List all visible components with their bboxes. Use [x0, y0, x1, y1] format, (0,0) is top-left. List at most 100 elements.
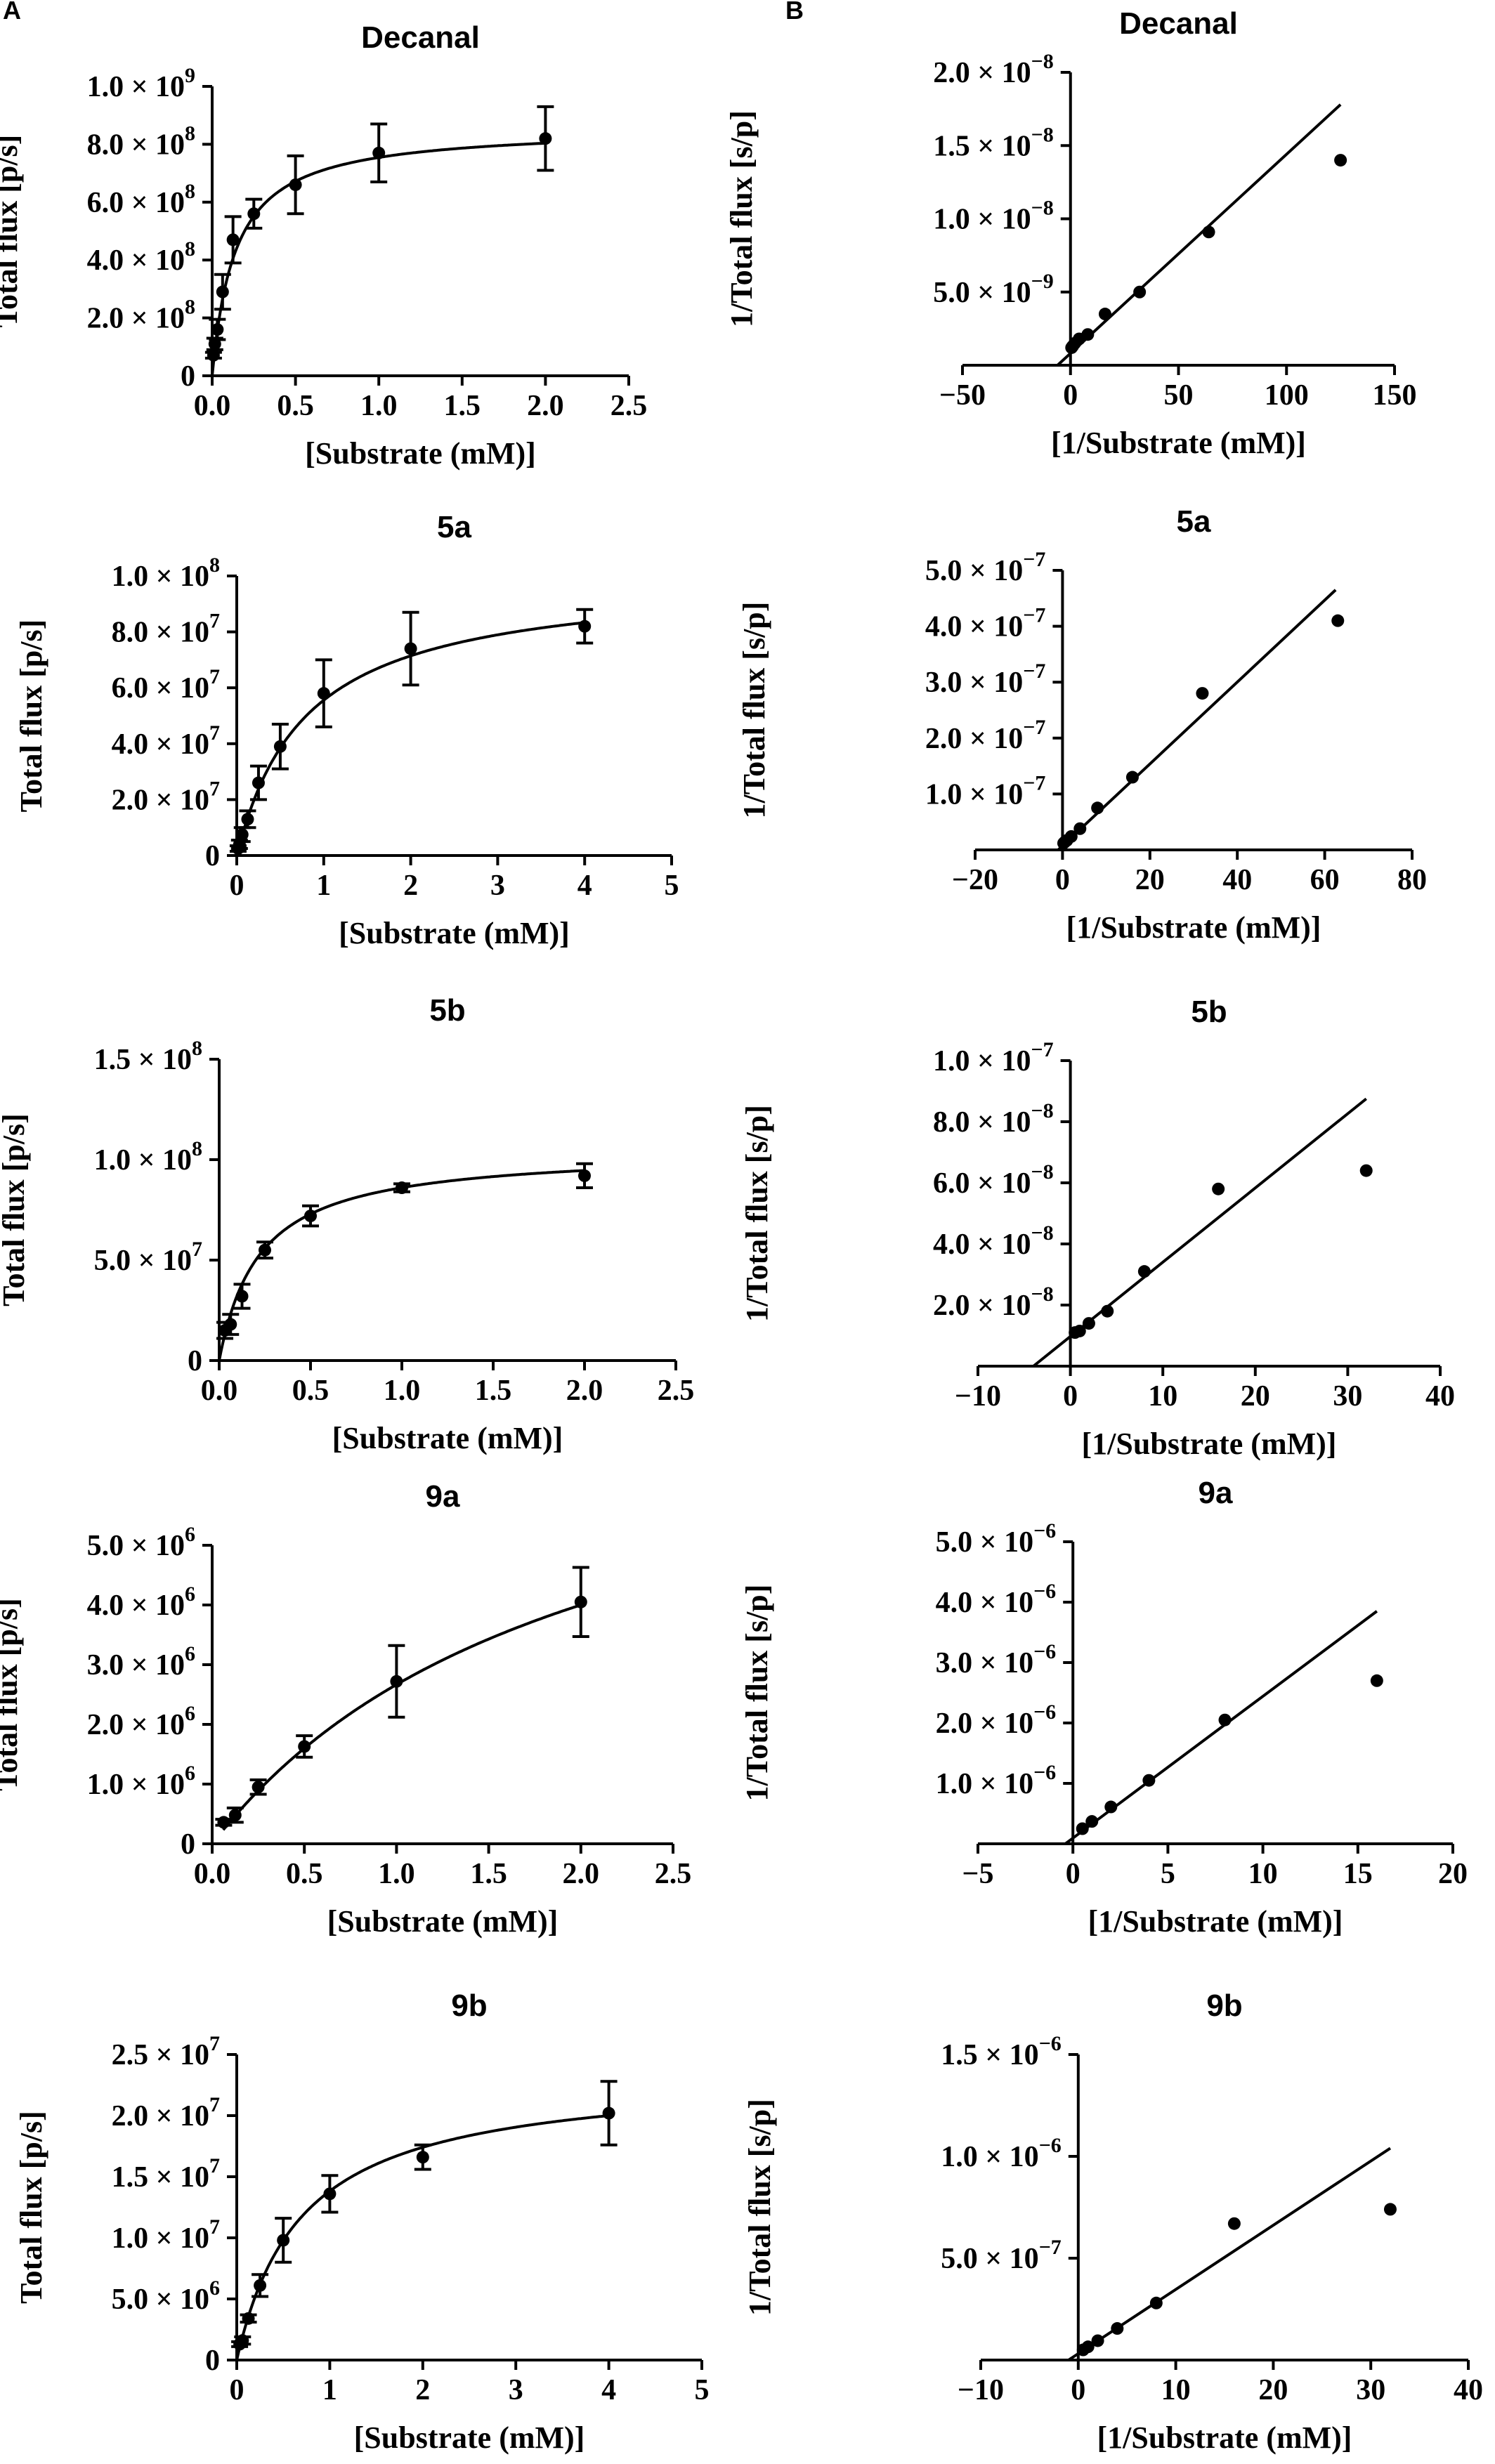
y-tick-mantissa: 3.0 × 10 [925, 667, 1023, 699]
data-point [241, 813, 254, 826]
y-tick-label: 8.0 × 108 [87, 122, 195, 161]
data-point [1149, 2296, 1163, 2309]
y-tick-exponent: 9 [185, 64, 195, 87]
y-tick-label: 2.0 × 106 [87, 1702, 195, 1741]
x-tick-label: 1 [316, 870, 331, 902]
data-point [323, 2187, 337, 2201]
y-tick-mantissa: 1.0 × 10 [87, 71, 185, 103]
x-tick-label: 0.0 [194, 390, 231, 422]
x-tick-label: 2.5 [658, 1375, 695, 1407]
x-tick-label: 15 [1343, 1858, 1373, 1890]
y-tick-mantissa: 6.0 × 10 [87, 187, 185, 219]
y-tick-exponent: −6 [1033, 1700, 1056, 1724]
y-tick-label: 1.0 × 108 [94, 1137, 202, 1177]
data-point [574, 1595, 587, 1608]
regression-line [1064, 1610, 1378, 1845]
x-tick-label: 40 [1425, 1380, 1455, 1413]
data-point [1091, 801, 1104, 815]
x-axis-label: [1/Substrate (mM)] [1051, 426, 1306, 460]
data-point [372, 146, 386, 159]
x-tick-label: 1.0 [384, 1375, 421, 1407]
data-point [317, 687, 330, 700]
y-tick-exponent: 7 [209, 610, 220, 633]
y-tick-mantissa: 5.0 × 10 [94, 1245, 192, 1277]
y-axis-label: 1/Total flux [s/p] [743, 2099, 777, 2316]
y-tick-label: 0 [205, 2345, 220, 2377]
y-tick-exponent: 7 [209, 2154, 220, 2177]
y-tick-exponent: −7 [1023, 604, 1045, 627]
data-point [1098, 308, 1111, 321]
x-tick-label: 2.5 [611, 390, 648, 422]
y-tick-exponent: −7 [1039, 2236, 1062, 2259]
y-tick-label: 6.0 × 108 [87, 180, 195, 219]
y-tick-exponent: −7 [1023, 771, 1045, 794]
y-tick-label: 5.0 × 10−7 [941, 2236, 1062, 2275]
data-point [273, 740, 287, 753]
y-tick-label: 4.0 × 106 [87, 1582, 195, 1622]
y-tick-mantissa: 1.0 × 10 [933, 204, 1031, 236]
y-tick-label: 1.0 × 109 [87, 64, 195, 103]
y-tick-label: 3.0 × 10−7 [925, 660, 1046, 699]
x-tick-label: 2.0 [527, 390, 564, 422]
y-tick-mantissa: 2.0 × 10 [87, 303, 185, 335]
y-axis-label: 1/Total flux [s/p] [740, 1585, 774, 1802]
y-tick-label: 1.5 × 10−8 [933, 123, 1054, 162]
x-tick-label: 1.5 [444, 390, 481, 422]
data-point [416, 2151, 429, 2164]
x-tick-label: 3 [490, 870, 505, 902]
y-axis-label: Total flux [p/s] [14, 620, 48, 813]
data-point [390, 1675, 403, 1688]
x-tick-label: 0.0 [194, 1858, 231, 1890]
y-tick-mantissa: 1.0 × 10 [925, 778, 1023, 811]
y-tick-label: 1.5 × 107 [112, 2154, 220, 2194]
x-tick-label: 150 [1373, 379, 1417, 412]
x-tick-label: 60 [1310, 864, 1340, 896]
x-tick-label: 80 [1397, 864, 1427, 896]
y-tick-label: 5.0 × 106 [87, 1523, 195, 1562]
y-tick-label: 8.0 × 10−8 [933, 1099, 1054, 1139]
y-tick-mantissa: 4.0 × 10 [936, 1587, 1033, 1619]
x-axis-label: [1/Substrate (mM)] [1066, 910, 1321, 945]
y-tick-exponent: 6 [185, 1582, 195, 1606]
data-point [224, 1318, 237, 1331]
data-point [1104, 1800, 1118, 1814]
y-tick-label: 5.0 × 106 [112, 2276, 220, 2316]
data-point [1142, 1774, 1156, 1787]
y-tick-mantissa: 1.0 × 10 [87, 1769, 185, 1801]
y-tick-mantissa: 1.0 × 10 [112, 2222, 209, 2255]
data-point [228, 1809, 242, 1822]
y-tick-label: 5.0 × 107 [94, 1238, 202, 1277]
data-point [289, 178, 302, 192]
y-tick-exponent: −9 [1031, 270, 1054, 293]
y-tick-exponent: 8 [185, 237, 195, 261]
data-point [1133, 285, 1147, 299]
chart-B4: 9a−5 0 5 10 15 201.0 × 10−62.0 × 10−63.0 × 10… [740, 1476, 1468, 1939]
data-point [1202, 225, 1215, 239]
data-point [1085, 1815, 1099, 1828]
data-point [1334, 154, 1347, 167]
chart-title: Decanal [361, 20, 480, 55]
chart-B5: 9b−10 0 10 20 30 405.0 × 10−71.0 × 10−61.5 × … [743, 1988, 1483, 2455]
data-point [1331, 614, 1345, 627]
y-tick-mantissa: 2.0 × 10 [112, 784, 209, 816]
y-tick-label: 5.0 × 10−6 [936, 1519, 1057, 1559]
y-tick-mantissa: 8.0 × 10 [112, 617, 209, 649]
y-tick-label: 6.0 × 107 [112, 665, 220, 705]
y-tick-exponent: −7 [1023, 660, 1045, 683]
y-tick-mantissa: 0 [188, 1345, 202, 1377]
x-axis-label: [Substrate (mM)] [305, 436, 536, 471]
data-point [1076, 1822, 1089, 1835]
x-tick-label: 40 [1454, 2374, 1483, 2406]
y-tick-mantissa: 1.5 × 10 [112, 2161, 209, 2194]
x-tick-label: 0.5 [292, 1375, 329, 1407]
data-point [578, 1169, 591, 1182]
x-tick-label: 0.0 [201, 1375, 238, 1407]
y-tick-mantissa: 3.0 × 10 [936, 1647, 1033, 1679]
y-tick-mantissa: 3.0 × 10 [87, 1649, 185, 1682]
x-tick-label: −10 [958, 2374, 1004, 2406]
fit-curve [218, 1169, 585, 1361]
x-tick-label: 1.5 [470, 1858, 507, 1890]
y-tick-mantissa: 0 [181, 1828, 195, 1861]
